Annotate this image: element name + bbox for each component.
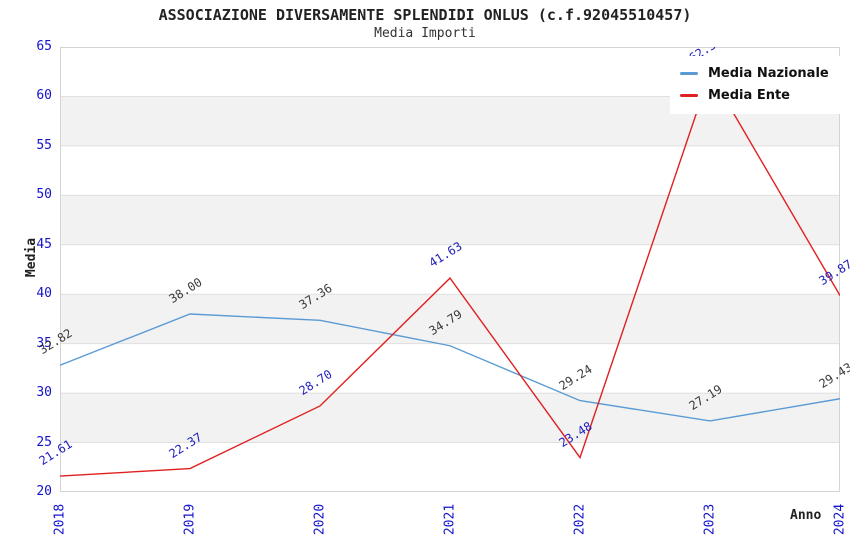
plot-border bbox=[60, 47, 840, 492]
x-tick-label: 2019 bbox=[182, 503, 198, 536]
legend-swatch-icon bbox=[680, 71, 698, 75]
x-axis-title: Anno bbox=[790, 508, 822, 523]
y-tick-label: 40 bbox=[36, 286, 52, 302]
legend-swatch-icon bbox=[680, 93, 698, 97]
legend: Media Nazionale Media Ente bbox=[670, 56, 841, 114]
y-tick-label: 25 bbox=[36, 434, 52, 450]
x-tick-label: 2023 bbox=[702, 503, 718, 536]
y-tick-label: 50 bbox=[36, 187, 52, 203]
x-tick-label: 2018 bbox=[52, 503, 68, 536]
legend-item-media-nazionale: Media Nazionale bbox=[680, 62, 829, 84]
y-tick-label: 65 bbox=[36, 39, 52, 54]
y-tick-label: 55 bbox=[36, 137, 52, 153]
background-band bbox=[60, 393, 840, 443]
x-tick-label: 2024 bbox=[832, 503, 848, 536]
x-tick-label: 2022 bbox=[572, 503, 588, 536]
chart-subtitle: Media Importi bbox=[374, 26, 476, 41]
x-tick-label: 2020 bbox=[312, 503, 328, 536]
background-band bbox=[60, 195, 840, 245]
series-line-media-nazionale bbox=[60, 313, 840, 422]
chart-title: ASSOCIAZIONE DIVERSAMENTE SPLENDIDI ONLU… bbox=[158, 6, 692, 24]
y-tick-label: 60 bbox=[36, 88, 52, 104]
legend-item-media-ente: Media Ente bbox=[680, 84, 829, 106]
legend-label: Media Nazionale bbox=[708, 65, 829, 81]
x-tick-label: 2021 bbox=[442, 503, 458, 536]
background-band bbox=[60, 294, 840, 344]
y-tick-label: 20 bbox=[36, 484, 52, 499]
legend-label: Media Ente bbox=[708, 87, 790, 103]
y-tick-label: 35 bbox=[36, 335, 52, 351]
y-tick-label: 30 bbox=[36, 385, 52, 401]
y-tick-label: 45 bbox=[36, 236, 52, 252]
